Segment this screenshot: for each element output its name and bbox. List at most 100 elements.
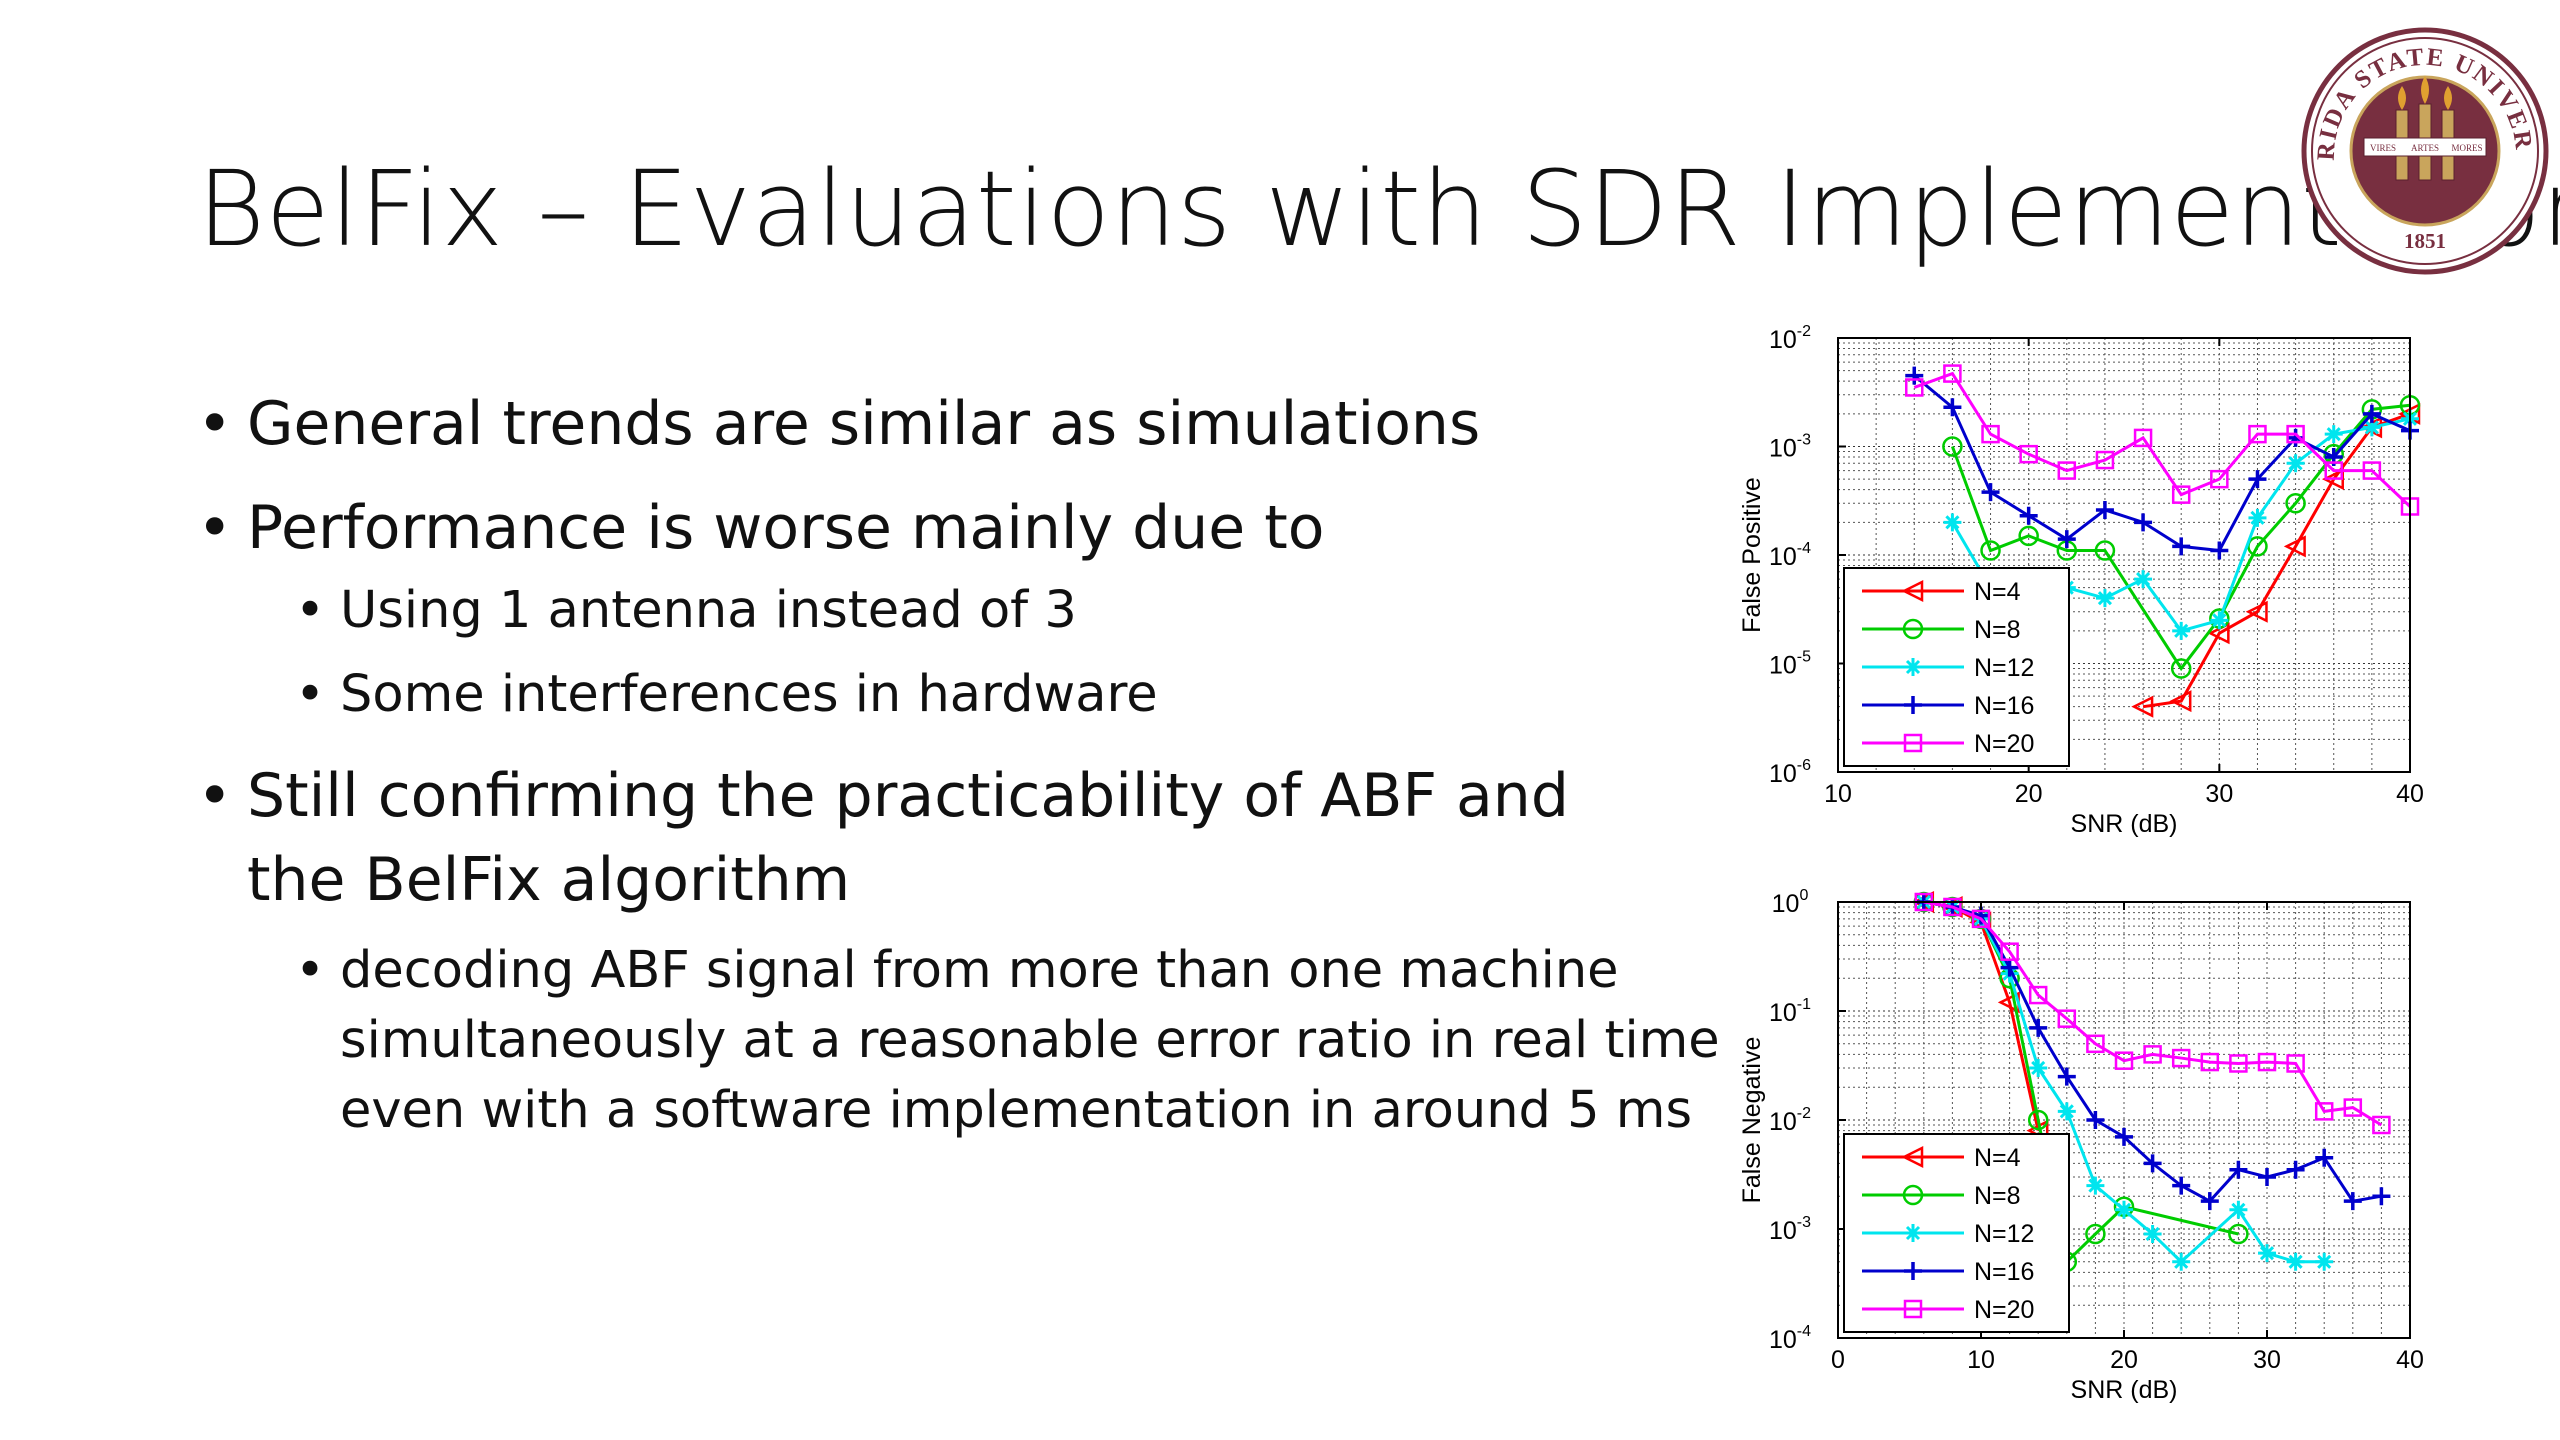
x-axis-label: SNR (dB) [2071, 810, 2178, 838]
y-tick-base: 10 [1769, 1217, 1797, 1245]
data-point [2229, 1160, 2248, 1179]
data-point [2200, 1192, 2219, 1211]
legend-label: N=4 [1974, 1144, 2021, 1172]
x-tick-label: 10 [1967, 1346, 1995, 1374]
y-tick-exponent: -6 [1797, 757, 1811, 774]
data-point [2115, 1200, 2133, 1219]
data-point [2245, 600, 2268, 623]
series-line [1913, 371, 2412, 508]
data-point [2172, 1176, 2191, 1195]
x-tick-label: 20 [2110, 1346, 2138, 1374]
series-n4 [2131, 402, 2421, 718]
data-point [2085, 1223, 2106, 1245]
seal-banner-text: VIRES [2370, 143, 2396, 153]
data-point [2029, 1058, 2048, 1077]
data-point [2019, 506, 2038, 525]
legend: N=4 N=8 N=12 N=16 N=20 [1843, 1133, 2070, 1333]
y-axis-label: False Positive [1738, 477, 1766, 633]
y-tick-exponent: 0 [1799, 887, 1808, 904]
data-point [2086, 1111, 2105, 1129]
data-point [2343, 1098, 2363, 1117]
y-tick-label: 10-5 [1769, 649, 1811, 680]
y-tick-label: 10-6 [1769, 757, 1811, 788]
y-tick-label: 10-2 [1769, 323, 1811, 354]
legend-item: N=4 [1862, 1144, 2021, 1172]
x-tick-label: 40 [2396, 780, 2424, 808]
series-line [1923, 900, 2383, 1127]
y-tick-label: 10-2 [1769, 1105, 1811, 1136]
seal-banner-text: MORES [2451, 143, 2482, 153]
data-point [2172, 621, 2191, 640]
x-tick-label: 0 [1831, 1346, 1845, 1374]
bullet-list: General trends are similar as simulation… [197, 382, 1720, 1160]
y-tick-exponent: -3 [1797, 432, 1811, 449]
data-point [1971, 909, 1991, 929]
legend-marker [1904, 658, 1922, 676]
y-tick-exponent: -4 [1797, 540, 1811, 557]
series-line [2142, 412, 2411, 709]
data-point [2172, 537, 2191, 556]
data-point [2210, 469, 2229, 489]
sub-bullet-item: decoding ABF signal from more than one m… [197, 936, 1860, 1146]
data-point [2172, 1252, 2191, 1271]
data-point [2248, 424, 2267, 444]
data-point [1905, 378, 1924, 397]
slide-title: BelFix – Evaluations with SDR Implementa… [197, 148, 2560, 270]
x-tick-label: 30 [2205, 780, 2233, 808]
data-point [2169, 690, 2192, 713]
seal-banner-text: ARTES [2411, 143, 2439, 153]
legend-marker [1903, 733, 1923, 753]
legend-marker [1901, 579, 1924, 603]
data-point [2134, 570, 2153, 589]
series-line [1913, 374, 2411, 553]
bullet-item: Still confirming the practicability of A… [197, 754, 1627, 922]
y-tick-exponent: -1 [1797, 996, 1811, 1013]
data-point [2372, 1115, 2391, 1135]
data-point [1981, 424, 2000, 444]
legend-label: N=12 [1974, 1220, 2034, 1248]
y-tick-base: 10 [1769, 999, 1797, 1027]
data-point [1943, 897, 1962, 917]
y-tick-exponent: -2 [1797, 323, 1811, 340]
legend-item: N=20 [1862, 1296, 2034, 1324]
y-tick-base: 10 [1769, 1108, 1797, 1136]
data-point [2343, 1192, 2362, 1211]
data-point [2131, 695, 2154, 718]
legend-marker [1901, 1145, 1924, 1169]
legend-label: N=12 [1974, 654, 2034, 682]
data-point [2286, 1160, 2305, 1179]
university-seal-logo: FLORIDA STATE UNIVERSITY VIRES ARTES MOR… [2300, 26, 2549, 275]
data-point [2324, 461, 2343, 480]
legend-item: N=20 [1862, 730, 2034, 758]
y-tick-base: 10 [1769, 543, 1797, 571]
data-point [2057, 461, 2077, 480]
sub-bullet-item: Some interferences in hardware [197, 660, 1677, 730]
data-point [2095, 589, 2114, 608]
y-tick-base: 10 [1769, 652, 1797, 680]
bullet-item: General trends are similar as simulation… [197, 382, 1677, 466]
data-point [2057, 1102, 2076, 1121]
data-point [1943, 364, 1962, 383]
legend-marker [1904, 696, 1922, 714]
data-point [2248, 508, 2267, 527]
data-point [2094, 540, 2116, 561]
data-point [2286, 424, 2305, 444]
seal-year: 1851 [2404, 229, 2446, 253]
data-point [2372, 1187, 2391, 1206]
series-n20 [1914, 892, 2391, 1135]
x-tick-label: 30 [2253, 1346, 2281, 1374]
legend-label: N=20 [1974, 1296, 2034, 1324]
data-point [2134, 513, 2153, 532]
legend-label: N=16 [1974, 1258, 2034, 1286]
data-point [2095, 450, 2115, 470]
data-point [2057, 1067, 2076, 1086]
legend-label: N=20 [1974, 730, 2034, 758]
data-point [2143, 1045, 2162, 1064]
data-point [2285, 492, 2306, 514]
y-tick-base: 10 [1769, 1326, 1797, 1354]
legend-item: N=8 [1862, 1182, 2021, 1210]
y-tick-base: 10 [1769, 326, 1797, 354]
legend-marker [1904, 1224, 1922, 1242]
y-tick-label: 100 [1772, 887, 1809, 918]
